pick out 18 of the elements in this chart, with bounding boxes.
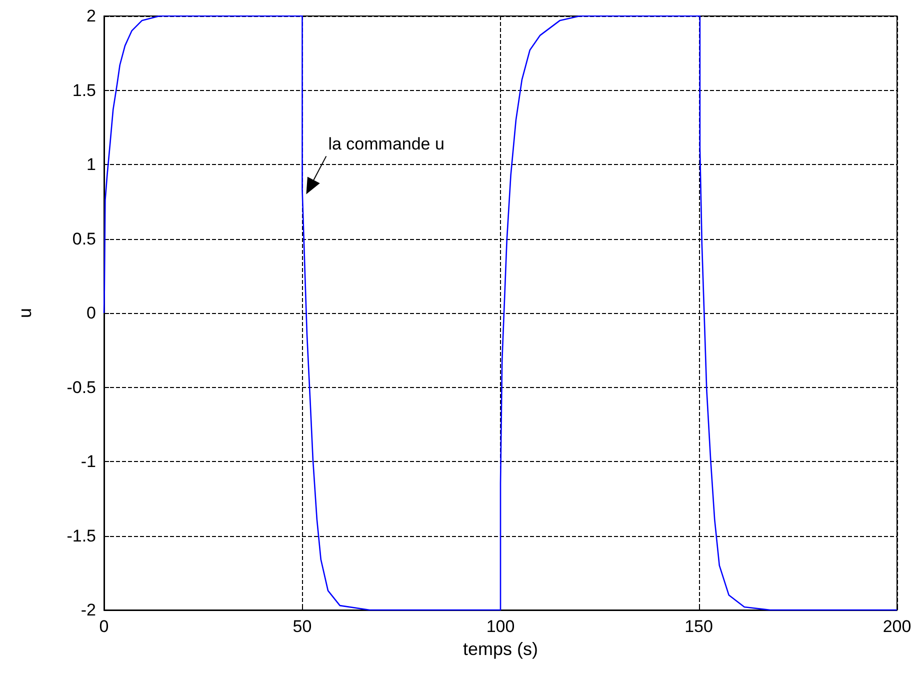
y-tick-label: 0	[86, 304, 96, 322]
y-tick-label: 2	[86, 6, 96, 26]
y-tick-label: -1	[80, 452, 96, 471]
x-axis-title: temps (s)	[462, 639, 538, 659]
line-series	[103, 15, 898, 611]
y-tick-label: 1	[86, 155, 96, 174]
y-tick-label: -1.5	[66, 526, 96, 546]
y-tick-label: -2	[80, 600, 96, 620]
y-axis-title: u	[15, 308, 35, 318]
x-tick-label: 100	[486, 617, 515, 636]
x-tick-label: 50	[292, 617, 312, 636]
y-tick-label: 0.5	[72, 229, 96, 248]
x-tick-label: 0	[99, 617, 109, 636]
annotation: la commande u	[328, 134, 444, 154]
y-tick-label: 1.5	[72, 80, 96, 100]
x-tick-label: 200	[882, 617, 912, 636]
y-tick-label: -0.5	[66, 378, 96, 397]
x-tick-label: 150	[684, 617, 713, 636]
